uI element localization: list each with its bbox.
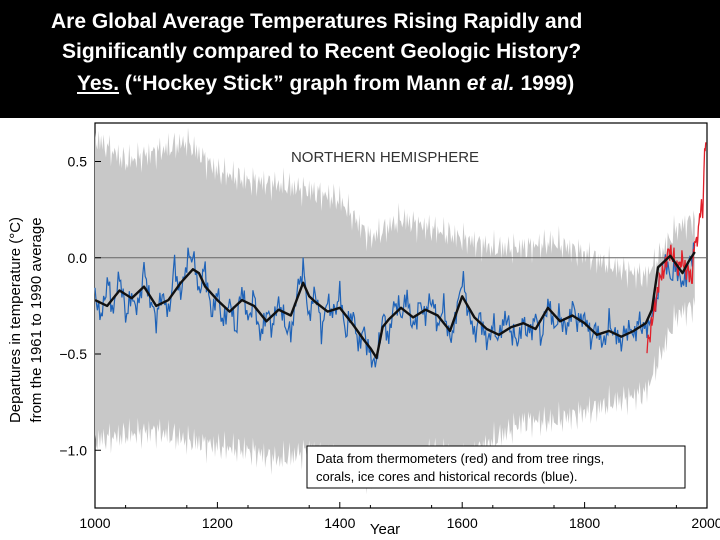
legend-text-line-1: Data from thermometers (red) and from tr…: [316, 451, 604, 466]
chart-marks: 1000 1200 1400 1600 1800 2000 0.5 0.0 −0.5 −1.0: [59, 127, 720, 531]
y-axis-label-line-2: from the 1961 to 1990 average: [28, 217, 45, 422]
title-citation-text: (“Hockey Stick” graph from Mann: [119, 72, 467, 95]
chart-title: NORTHERN HEMISPHERE: [291, 149, 479, 166]
title-yes: Yes.: [77, 72, 120, 95]
x-axis-label: Year: [370, 521, 400, 538]
x-tick-label-2000: 2000: [691, 515, 720, 531]
y-tick-label: 0.5: [68, 154, 88, 170]
x-tick-label-1000: 1000: [79, 515, 110, 531]
y-tick-label: −0.5: [59, 346, 87, 362]
title-et-al: et al.: [466, 72, 515, 95]
legend-box: [306, 445, 686, 489]
slide-title-line-3: Yes. (“Hockey Stick” graph from Mann et …: [77, 70, 574, 98]
y-tick-label: −1.0: [59, 442, 87, 458]
slide-title-bar: Are Global Average Temperatures Rising R…: [0, 0, 720, 118]
series-proxy-line: [94, 242, 696, 368]
slide-title-line-2: Significantly compared to Recent Geologi…: [62, 40, 582, 63]
title-year: 1999): [514, 72, 575, 95]
slide-title-line-1: Are Global Average Temperatures Rising R…: [51, 10, 583, 33]
y-tick-label: 0.0: [68, 250, 88, 266]
x-tick-label-1400: 1400: [324, 515, 355, 531]
y-axis-label-line-1: Departures in temperature (°C): [7, 217, 24, 423]
legend-text-line-2: corals, ice cores and historical records…: [316, 469, 578, 484]
uncertainty-band: [95, 127, 695, 495]
x-tick-label-1200: 1200: [202, 515, 233, 531]
series-smoothed-line: [94, 251, 696, 360]
x-tick-label-1800: 1800: [569, 515, 600, 531]
x-tick-label-1600: 1600: [447, 515, 478, 531]
